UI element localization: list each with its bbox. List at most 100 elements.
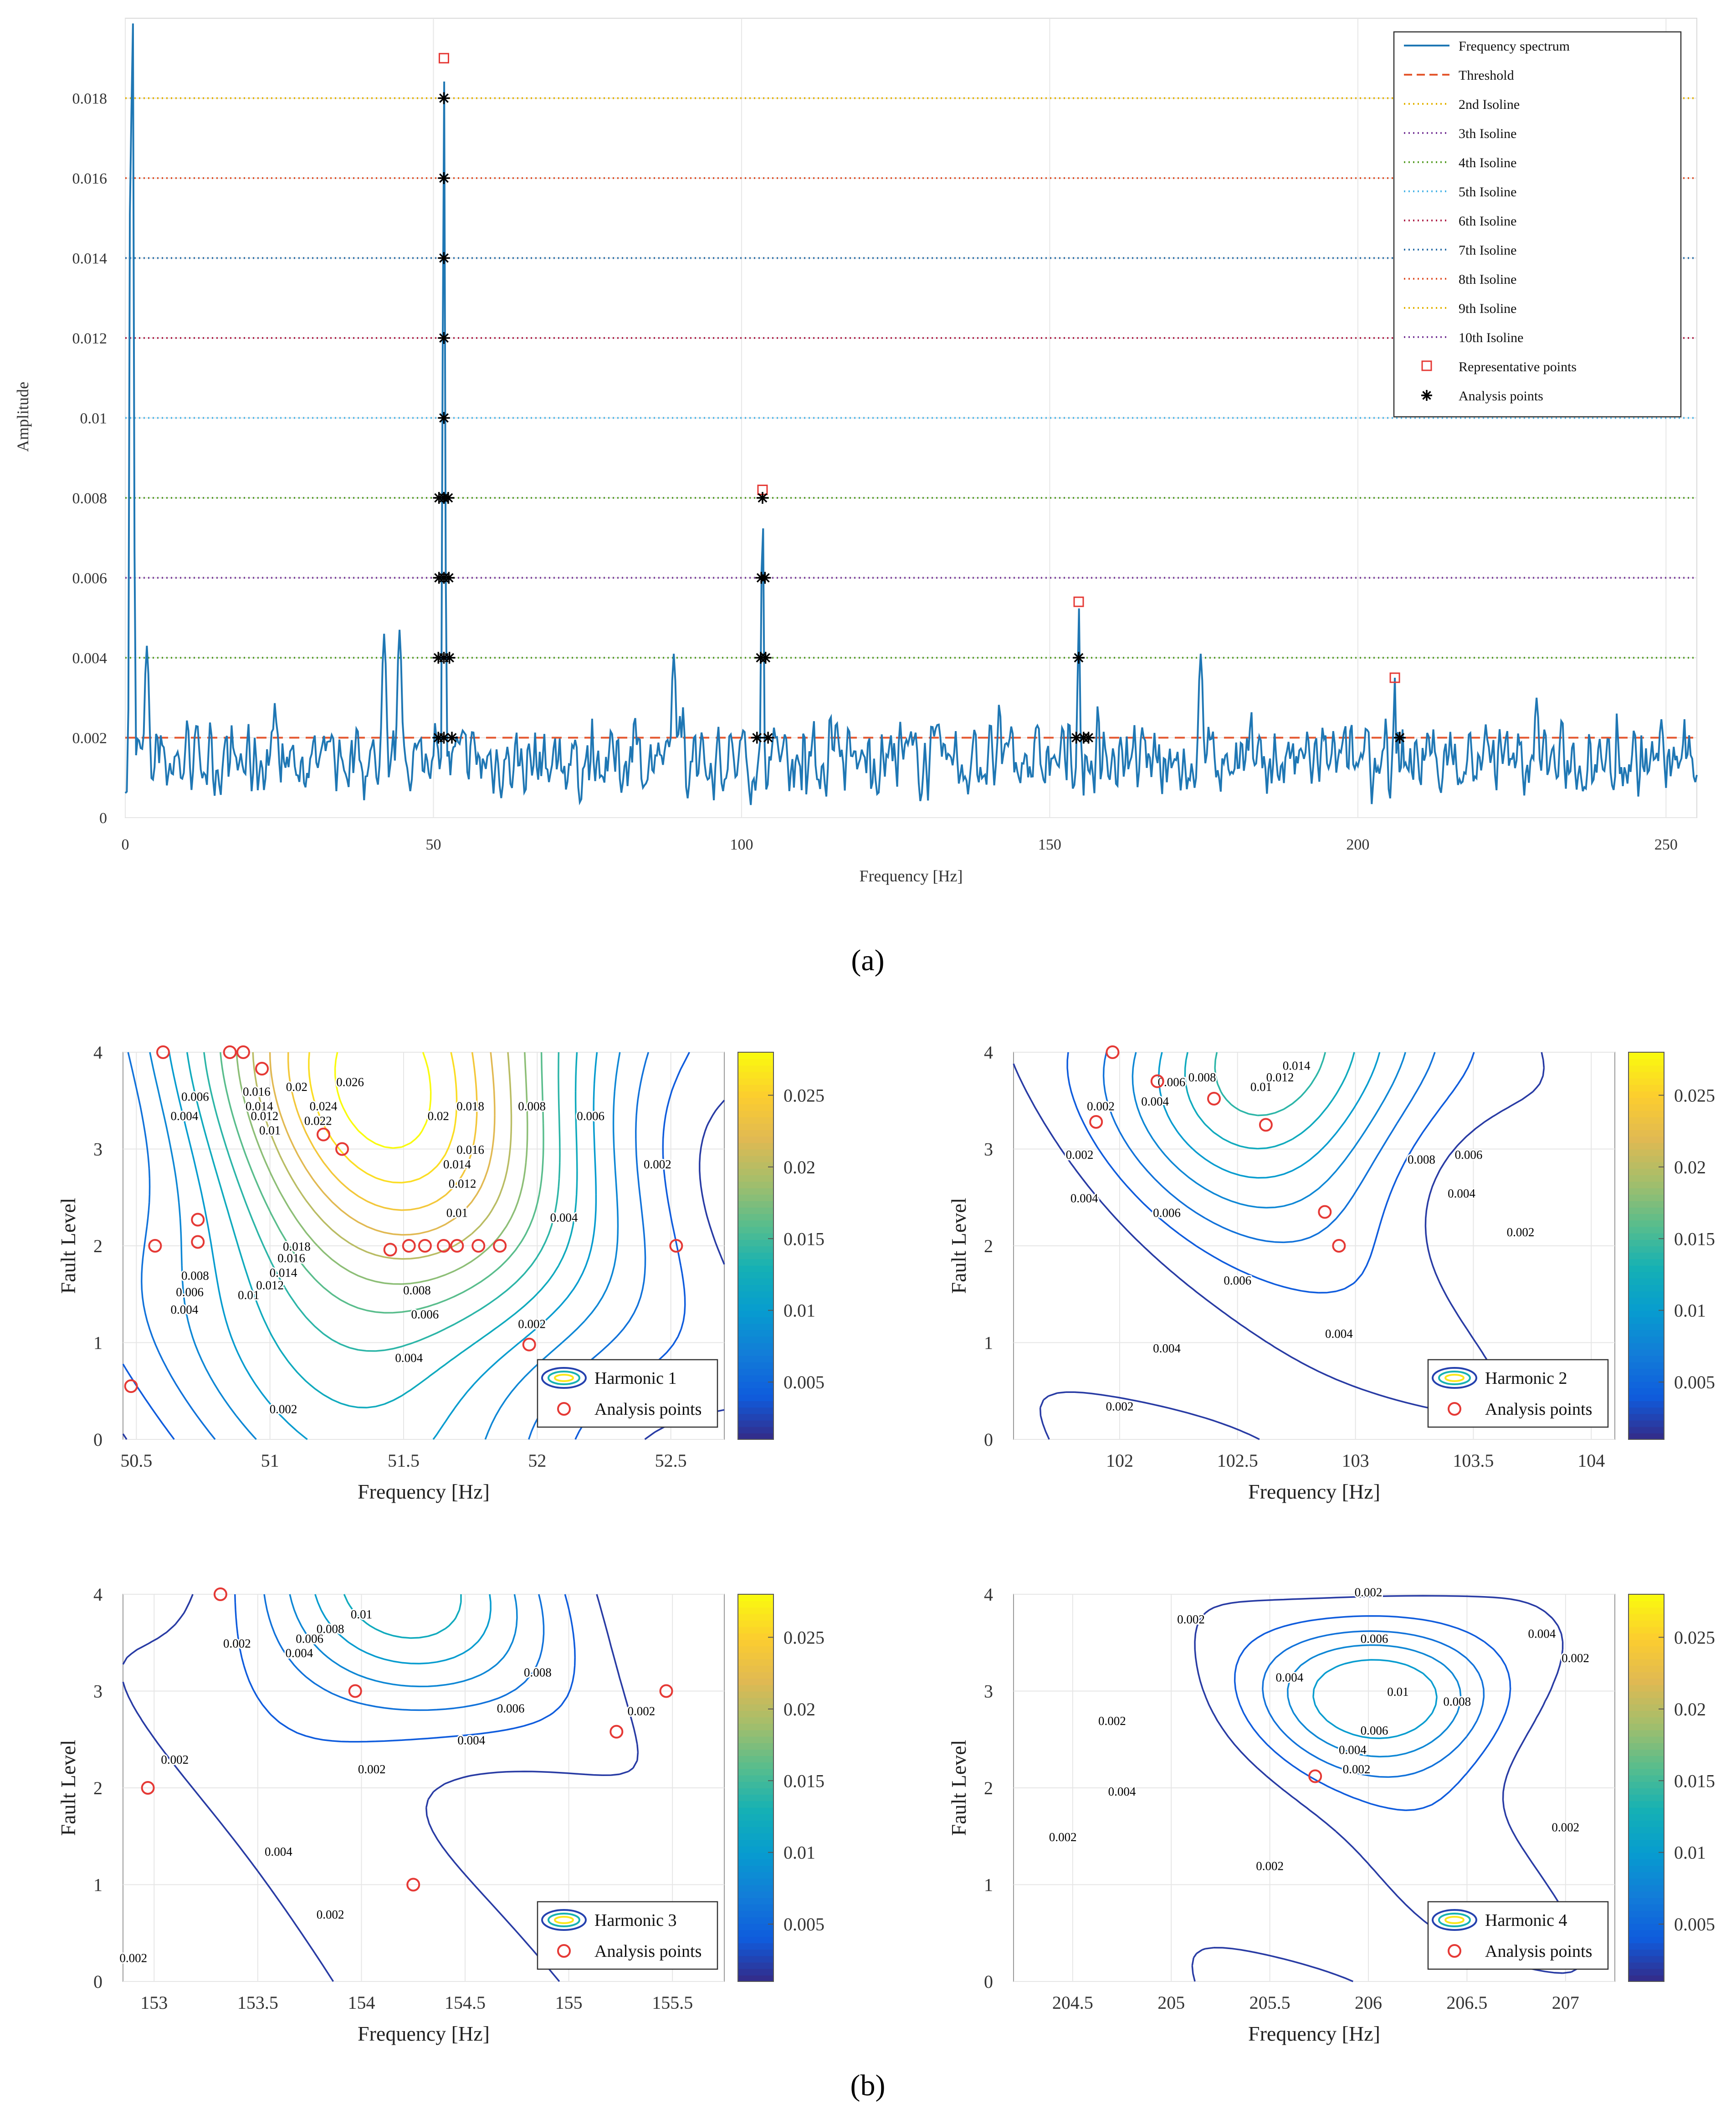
colorbar-tick-label: 0.015 bbox=[1674, 1771, 1715, 1791]
analysis-point bbox=[759, 652, 772, 664]
legend-entry: 9th Isoline bbox=[1404, 301, 1517, 316]
colorbar-segment bbox=[1628, 1923, 1664, 1930]
colorbar-segment bbox=[738, 1304, 773, 1311]
colorbar-segment bbox=[1628, 1213, 1664, 1221]
contour-label: 0.002 bbox=[1256, 1859, 1284, 1873]
y-tick-label: 4 bbox=[984, 1042, 993, 1063]
colorbar-segment bbox=[1628, 1601, 1664, 1608]
colorbar-segment bbox=[1628, 1878, 1664, 1885]
contour-label: 0.01 bbox=[238, 1288, 259, 1302]
analysis-point bbox=[437, 1239, 451, 1253]
colorbar-segment bbox=[1628, 1691, 1664, 1698]
analysis-point-stroke bbox=[439, 333, 449, 343]
x-tick-label: 103.5 bbox=[1453, 1450, 1494, 1471]
colorbar-segment bbox=[1628, 1285, 1664, 1292]
x-tick-label: 102 bbox=[1106, 1450, 1133, 1471]
analysis-point bbox=[406, 1878, 420, 1892]
analysis-point bbox=[446, 732, 458, 744]
legend-label: Analysis points bbox=[1485, 1400, 1592, 1419]
legend-label: Analysis points bbox=[1485, 1942, 1592, 1961]
colorbar-segment bbox=[1628, 1620, 1664, 1627]
colorbar-segment bbox=[1628, 1684, 1664, 1692]
colorbar-segment bbox=[1628, 1897, 1664, 1904]
legend-swatch-contour bbox=[541, 1909, 587, 1931]
colorbar-segment bbox=[738, 1872, 773, 1879]
analysis-point bbox=[1106, 1045, 1120, 1059]
legend-entry: Representative points bbox=[1421, 359, 1577, 374]
contour-label: 0.002 bbox=[1066, 1148, 1094, 1162]
colorbar-segment bbox=[1628, 1730, 1664, 1737]
y-tick-label: 4 bbox=[984, 1584, 993, 1605]
x-tick-label: 52 bbox=[528, 1450, 546, 1471]
contour-label: 0.002 bbox=[358, 1762, 386, 1776]
spectrum-series bbox=[124, 23, 1698, 806]
colorbar-segment bbox=[738, 1936, 773, 1943]
colorbar-segment bbox=[1628, 1233, 1664, 1240]
contour-label: 0.022 bbox=[304, 1114, 332, 1127]
legend-entry: 2nd Isoline bbox=[1404, 97, 1520, 112]
legend-label: Threshold bbox=[1459, 68, 1514, 83]
contour-line bbox=[1184, 1052, 1355, 1150]
colorbar-segment bbox=[738, 1955, 773, 1963]
colorbar-segment bbox=[738, 1594, 773, 1602]
panel-a-label: (a) bbox=[851, 944, 884, 977]
colorbar-segment bbox=[738, 1601, 773, 1608]
colorbar-segment bbox=[738, 1691, 773, 1698]
x-tick-label: 154 bbox=[348, 1992, 375, 2013]
x-tick-label: 103 bbox=[1342, 1450, 1369, 1471]
legend-entry: 6th Isoline bbox=[1404, 214, 1517, 229]
colorbar-segment bbox=[1628, 1130, 1664, 1137]
colorbar-segment bbox=[738, 1626, 773, 1633]
y-tick-label: 0.002 bbox=[72, 730, 108, 747]
colorbar-segment bbox=[738, 1259, 773, 1266]
x-tick-label: 155.5 bbox=[652, 1992, 693, 2013]
y-tick-label: 3 bbox=[93, 1139, 102, 1160]
analysis-point bbox=[751, 732, 763, 744]
legend-label: 6th Isoline bbox=[1459, 214, 1517, 229]
contour-label: 0.008 bbox=[1408, 1152, 1435, 1166]
y-tick-label: 1 bbox=[984, 1333, 993, 1353]
colorbar-segment bbox=[1628, 1607, 1664, 1614]
legend-swatch-point bbox=[1448, 1402, 1461, 1416]
colorbar-segment bbox=[738, 1065, 773, 1072]
analysis-point-stroke bbox=[1084, 733, 1094, 742]
contour-lines bbox=[122, 1594, 639, 1982]
colorbar-segment bbox=[1628, 1697, 1664, 1705]
colorbar-segment bbox=[738, 1233, 773, 1240]
legend-label: 8th Isoline bbox=[1459, 272, 1517, 287]
contour-label: 0.012 bbox=[256, 1279, 284, 1292]
colorbar-segment bbox=[738, 1142, 773, 1150]
analysis-point bbox=[1393, 732, 1406, 744]
legend-swatch-contour bbox=[1444, 1916, 1465, 1924]
colorbar-segment bbox=[738, 1672, 773, 1679]
contour-line bbox=[308, 1052, 458, 1184]
analysis-point-stroke bbox=[434, 573, 444, 583]
analysis-point-stroke bbox=[1395, 733, 1405, 742]
contour-line bbox=[234, 1594, 576, 1743]
y-axis-label: Fault Level bbox=[947, 1740, 970, 1836]
colorbar-segment bbox=[738, 1297, 773, 1305]
contour-legend: Harmonic 1 Analysis points bbox=[537, 1359, 718, 1428]
analysis-point bbox=[432, 732, 445, 744]
y-tick-label: 3 bbox=[984, 1139, 993, 1160]
colorbar-tick-label: 0.025 bbox=[784, 1085, 824, 1106]
colorbar-segment bbox=[1628, 1665, 1664, 1672]
analysis-point bbox=[438, 412, 450, 424]
y-tick-label: 0 bbox=[984, 1971, 993, 1992]
contour-label: 0.002 bbox=[1355, 1585, 1383, 1599]
spectrum-legend: Frequency spectrum Threshold 2nd Isoline 3t… bbox=[1393, 31, 1682, 418]
contour-label: 0.018 bbox=[456, 1100, 484, 1113]
colorbar-segment bbox=[738, 1897, 773, 1904]
contour-line bbox=[1287, 1644, 1462, 1758]
analysis-point-stroke bbox=[447, 733, 457, 742]
contour-label: 0.002 bbox=[1507, 1225, 1535, 1239]
contour-label: 0.008 bbox=[1443, 1694, 1471, 1708]
y-tick-label: 2 bbox=[93, 1778, 102, 1798]
contour-label: 0.006 bbox=[1153, 1206, 1181, 1219]
contour-legend: Harmonic 3 Analysis points bbox=[537, 1901, 718, 1970]
y-tick-label: 2 bbox=[93, 1236, 102, 1256]
contour-label: 0.008 bbox=[524, 1666, 552, 1679]
colorbar-segment bbox=[738, 1168, 773, 1176]
colorbar-segment bbox=[1628, 1710, 1664, 1718]
colorbar-segment bbox=[1628, 1762, 1664, 1769]
